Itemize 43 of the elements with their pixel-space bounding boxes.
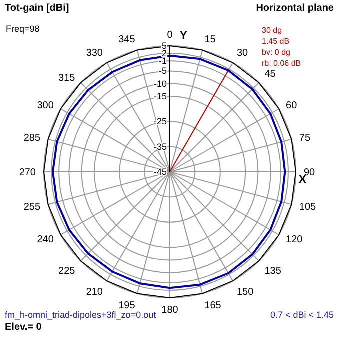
text: Freq=98 [6, 24, 40, 34]
spoke-label: 210 [86, 287, 104, 298]
spoke-label: 105 [299, 202, 317, 214]
spoke-label: 45 [264, 69, 276, 80]
spoke-label: 240 [37, 234, 54, 246]
text: 1.45 dB [262, 37, 290, 46]
chart-subtitle: Horizontal plane [256, 3, 334, 14]
spoke-label: 135 [264, 266, 282, 277]
spoke-label: 75 [299, 132, 311, 144]
spoke-label: 300 [37, 100, 54, 112]
spoke-label: 255 [24, 202, 41, 214]
spoke-label: 60 [286, 100, 298, 112]
y-tick-label: -10 [154, 78, 167, 89]
spoke-label: 315 [58, 72, 76, 84]
spoke-label: 270 [19, 168, 36, 179]
y-tick-label: -15 [154, 91, 167, 102]
spoke-label: 285 [24, 132, 41, 144]
spoke-label: 150 [237, 287, 254, 298]
y-tick-label: -25 [154, 116, 167, 127]
text: fm_h-omni_triad-dipoles+3fl_zo=0.out [5, 310, 156, 320]
spoke-label: 15 [204, 34, 216, 46]
spoke-label: 330 [86, 48, 104, 59]
text: rb: 0.06 dB [262, 59, 302, 68]
text: Y [180, 30, 188, 42]
text: bv: 0 dg [262, 48, 290, 57]
text: X [299, 174, 306, 186]
chart-title: Tot-gain [dBi] [5, 3, 70, 14]
y-tick-label: -5 [158, 66, 167, 76]
text: 0.7 < dBi < 1.45 [270, 310, 334, 320]
y-tick-label: -1 [158, 56, 167, 66]
text: 30 dg [262, 26, 282, 35]
spoke-label: 345 [118, 34, 136, 46]
y-tick-label: -35 [154, 142, 167, 152]
spoke-label: 120 [286, 234, 304, 246]
spoke-label: 180 [162, 305, 179, 316]
y-tick-label: -45 [154, 167, 167, 177]
spoke-label: 165 [204, 300, 222, 312]
spoke-label: 30 [237, 48, 249, 59]
spoke-label: 195 [118, 300, 136, 312]
spoke-label: 0 [167, 30, 174, 41]
spoke-label: 225 [58, 266, 76, 277]
spoke-label: 90 [304, 168, 316, 179]
text: Elev.= 0 [5, 322, 42, 333]
